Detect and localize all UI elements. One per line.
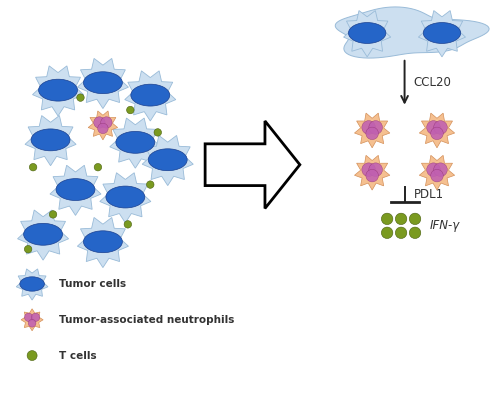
- Polygon shape: [100, 173, 151, 223]
- Polygon shape: [354, 155, 390, 190]
- Polygon shape: [124, 71, 176, 121]
- Circle shape: [382, 227, 393, 239]
- Text: Tumor cells: Tumor cells: [59, 279, 126, 289]
- Polygon shape: [18, 210, 68, 260]
- Circle shape: [426, 163, 440, 176]
- Circle shape: [382, 213, 393, 225]
- Ellipse shape: [148, 149, 187, 171]
- Circle shape: [410, 213, 421, 225]
- Circle shape: [27, 351, 37, 361]
- Ellipse shape: [56, 179, 95, 200]
- Polygon shape: [88, 111, 118, 140]
- Ellipse shape: [84, 231, 122, 253]
- Circle shape: [24, 245, 32, 253]
- Circle shape: [30, 164, 37, 171]
- Text: PDL1: PDL1: [414, 188, 444, 201]
- Ellipse shape: [24, 223, 62, 245]
- Ellipse shape: [84, 72, 122, 94]
- Polygon shape: [78, 217, 128, 268]
- Circle shape: [434, 120, 448, 134]
- Circle shape: [396, 227, 407, 239]
- Circle shape: [362, 120, 376, 134]
- Text: CCL20: CCL20: [414, 76, 452, 89]
- Polygon shape: [420, 113, 454, 148]
- Polygon shape: [418, 11, 466, 57]
- Polygon shape: [205, 121, 300, 208]
- Ellipse shape: [31, 129, 70, 151]
- Circle shape: [126, 106, 134, 114]
- Circle shape: [369, 163, 382, 176]
- Circle shape: [76, 94, 84, 101]
- Ellipse shape: [424, 23, 461, 43]
- Circle shape: [28, 320, 36, 327]
- Circle shape: [146, 181, 154, 188]
- Polygon shape: [21, 309, 43, 331]
- Ellipse shape: [116, 131, 155, 153]
- Polygon shape: [50, 165, 101, 215]
- Polygon shape: [25, 116, 76, 166]
- Polygon shape: [32, 66, 84, 116]
- Circle shape: [98, 123, 108, 134]
- Circle shape: [362, 163, 376, 176]
- Text: Tumor-associated neutrophils: Tumor-associated neutrophils: [59, 315, 234, 325]
- Circle shape: [100, 117, 112, 128]
- Polygon shape: [78, 58, 128, 109]
- Polygon shape: [420, 155, 454, 190]
- Circle shape: [124, 221, 132, 228]
- Circle shape: [32, 313, 40, 322]
- Polygon shape: [354, 113, 390, 148]
- Circle shape: [410, 227, 421, 239]
- Circle shape: [434, 163, 448, 176]
- Circle shape: [154, 128, 162, 136]
- Circle shape: [426, 120, 440, 134]
- Text: IFN-γ: IFN-γ: [430, 219, 460, 232]
- Circle shape: [396, 213, 407, 225]
- Circle shape: [94, 117, 105, 128]
- Circle shape: [50, 211, 57, 218]
- Ellipse shape: [131, 84, 170, 106]
- Text: T cells: T cells: [59, 351, 96, 361]
- Polygon shape: [110, 118, 161, 168]
- Circle shape: [430, 127, 444, 140]
- Polygon shape: [344, 11, 390, 57]
- Ellipse shape: [348, 23, 386, 43]
- Ellipse shape: [20, 277, 44, 291]
- Ellipse shape: [106, 186, 145, 208]
- Circle shape: [369, 120, 382, 134]
- Ellipse shape: [38, 79, 78, 101]
- Circle shape: [430, 170, 444, 182]
- Polygon shape: [16, 269, 48, 300]
- Circle shape: [366, 127, 378, 140]
- Circle shape: [24, 313, 33, 322]
- Polygon shape: [336, 7, 489, 58]
- Circle shape: [94, 164, 102, 171]
- Polygon shape: [142, 135, 194, 186]
- Circle shape: [366, 170, 378, 182]
